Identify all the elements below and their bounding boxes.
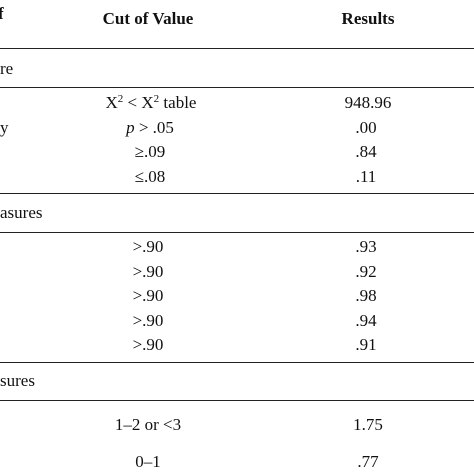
- header-cut: Cut of Value: [102, 9, 194, 28]
- result: .91: [355, 335, 377, 354]
- section-label: re: [0, 59, 14, 78]
- result: .00: [355, 118, 377, 137]
- result: 1.75: [353, 415, 383, 434]
- result: .11: [355, 167, 377, 186]
- cut-value: ≤.08: [134, 167, 166, 186]
- rule: [0, 232, 474, 233]
- header-results: Results: [341, 9, 395, 28]
- cut-value: X2 < X2 table: [105, 93, 197, 112]
- result: 948.96: [344, 93, 392, 112]
- row-label: y: [0, 118, 9, 137]
- result: .98: [355, 286, 377, 305]
- rule: [0, 87, 474, 88]
- cut-value: p > .05: [126, 118, 174, 137]
- cut-value: 0–1: [135, 452, 161, 471]
- result: .93: [355, 237, 377, 256]
- result: .77: [357, 452, 379, 471]
- cut-value: >.90: [132, 261, 164, 281]
- result: .94: [355, 310, 377, 330]
- header-left: f: [0, 4, 4, 23]
- result: .84: [355, 142, 377, 161]
- cut-value: >.90: [132, 286, 164, 305]
- cut-value: >.90: [132, 335, 164, 354]
- section-label: sures: [0, 371, 35, 390]
- rule: [0, 400, 474, 401]
- result: .92: [355, 261, 377, 281]
- cut-value: 1–2 or <3: [114, 415, 182, 434]
- cut-value: ≥.09: [134, 142, 166, 161]
- rule: [0, 193, 474, 194]
- section-label: asures: [0, 203, 43, 222]
- cut-value: >.90: [132, 310, 164, 330]
- rule: [0, 362, 474, 363]
- cut-value: >.90: [132, 237, 164, 256]
- rule: [0, 48, 474, 49]
